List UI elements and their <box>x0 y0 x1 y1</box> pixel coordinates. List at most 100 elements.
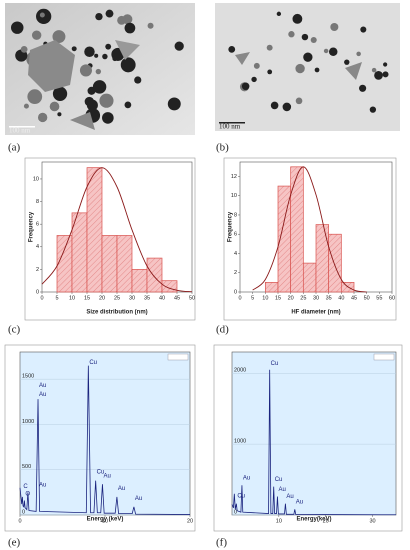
particle <box>356 51 361 57</box>
peak-label: Au <box>39 392 46 398</box>
y-tick-label: 8 <box>36 199 39 205</box>
particle <box>314 67 320 73</box>
bar <box>116 235 133 293</box>
fit-curve <box>252 166 367 293</box>
peak-label: Au <box>135 496 142 502</box>
peak-label: Cu <box>97 470 105 476</box>
peak-label: Au <box>39 482 46 488</box>
peak-label: Cu <box>237 493 245 499</box>
y-tick-label: 1500 <box>22 374 34 380</box>
particle <box>23 103 29 109</box>
y-tick-label: 0 <box>234 289 237 295</box>
panel-label: (c) <box>8 324 21 336</box>
particle <box>49 101 60 112</box>
particle <box>95 12 103 21</box>
panel-label: (e) <box>8 537 21 549</box>
particle <box>241 82 250 91</box>
peak-label: Au <box>243 476 250 482</box>
x-tick-label: 35 <box>326 295 332 301</box>
bar <box>302 262 317 293</box>
particle <box>345 62 362 80</box>
x-tick-label: 30 <box>129 295 135 301</box>
particle <box>301 33 309 41</box>
x-tick-label: 50 <box>364 295 370 301</box>
x-tick-label: 20 <box>323 518 329 524</box>
x-tick-label: 10 <box>69 295 75 301</box>
x-tick-label: 20 <box>99 295 105 301</box>
particle <box>71 46 77 52</box>
particle <box>115 40 140 60</box>
bar <box>315 224 330 293</box>
x-tick-label: 35 <box>144 295 150 301</box>
y-tick-label: 1000 <box>234 439 246 445</box>
particle <box>102 112 114 124</box>
particle <box>295 63 305 74</box>
y-tick-label: 12 <box>231 174 237 180</box>
spectrum-line <box>231 369 397 516</box>
particle <box>371 67 377 73</box>
panel-label: (f) <box>216 537 227 549</box>
y-tick-label: 10 <box>33 176 39 182</box>
x-tick-label: 10 <box>102 518 108 524</box>
particle <box>37 112 48 123</box>
particle <box>295 97 303 105</box>
particle <box>124 22 136 34</box>
x-tick-label: 0 <box>238 295 241 301</box>
bar <box>131 269 148 293</box>
x-tick-label: 15 <box>84 295 90 301</box>
y-tick-label: 0 <box>234 509 237 515</box>
particle <box>102 53 108 60</box>
scale-bar-label: 100 nm <box>219 123 241 131</box>
particle <box>374 71 383 80</box>
legend-box <box>167 353 189 361</box>
x-tick-label: 45 <box>174 295 180 301</box>
particle <box>120 57 136 73</box>
y-tick-label: 2 <box>234 270 237 276</box>
scale-bar-label: 100 nm <box>9 127 31 135</box>
spectrum-line <box>19 365 191 515</box>
particle <box>105 43 112 50</box>
particle <box>303 52 313 62</box>
bar <box>328 233 342 293</box>
y-tick-label: 6 <box>234 232 237 238</box>
peak-label: Cu <box>271 361 279 367</box>
particle <box>344 59 350 65</box>
particle <box>323 48 329 54</box>
particle <box>95 68 102 75</box>
x-axis-label: Size distribution (nm) <box>86 310 147 316</box>
particle <box>52 86 68 101</box>
particle <box>57 112 62 117</box>
particle <box>174 41 184 51</box>
x-tick-label: 45 <box>351 295 357 301</box>
bar <box>161 280 178 293</box>
particle <box>310 36 317 44</box>
x-axis-label: Energy (keV) <box>87 517 124 523</box>
y-tick-label: 2 <box>36 267 39 273</box>
bar <box>56 235 73 293</box>
bar <box>146 257 163 293</box>
y-tick-label: 4 <box>36 244 39 250</box>
peak-label: Au <box>278 487 285 493</box>
peak-label: Au <box>39 383 46 389</box>
x-tick-label: 30 <box>370 518 376 524</box>
legend-box <box>373 353 395 361</box>
y-tick-label: 2000 <box>234 368 246 374</box>
peak-label: C <box>23 484 28 490</box>
particle <box>79 64 92 77</box>
x-tick-label: 10 <box>276 518 282 524</box>
x-axis-label: Energy(keV) <box>296 517 331 523</box>
x-tick-label: 15 <box>275 295 281 301</box>
x-tick-label: 40 <box>338 295 344 301</box>
particle <box>270 101 279 110</box>
peak-label: Au <box>103 473 110 479</box>
particle <box>369 106 377 113</box>
peak-label: O <box>25 491 30 497</box>
tem-image <box>215 3 400 131</box>
y-tick-label: 0 <box>22 509 25 515</box>
peak-label: Au <box>286 494 293 500</box>
peak-label: Cu <box>275 477 283 483</box>
particle <box>134 76 142 84</box>
plot-area <box>231 351 397 516</box>
particle <box>28 40 75 92</box>
